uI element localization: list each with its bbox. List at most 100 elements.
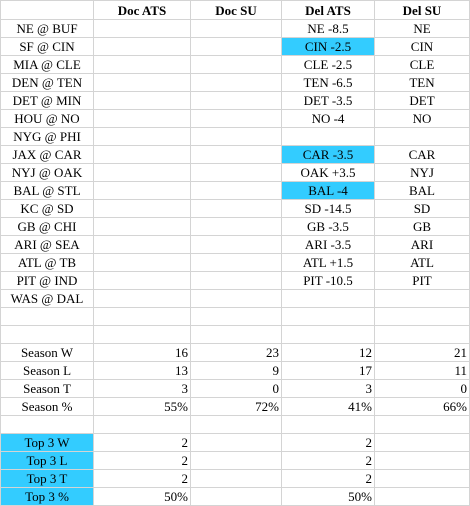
del-ats-cell[interactable]: CIN -2.5 xyxy=(281,37,375,56)
doc-su-cell[interactable] xyxy=(190,163,282,182)
del-su-cell[interactable]: ARI xyxy=(374,235,470,254)
del-ats-cell[interactable]: 12 xyxy=(281,343,375,362)
matchup-cell[interactable]: KC @ SD xyxy=(0,199,94,218)
doc-ats-cell[interactable] xyxy=(93,253,191,272)
del-su-cell[interactable]: NYJ xyxy=(374,163,470,182)
empty-cell[interactable] xyxy=(93,307,191,326)
header-cell-doc-ats[interactable]: Doc ATS xyxy=(93,0,191,20)
doc-su-cell[interactable] xyxy=(190,451,282,470)
del-ats-cell[interactable]: 2 xyxy=(281,433,375,452)
del-ats-cell[interactable]: DET -3.5 xyxy=(281,91,375,110)
del-ats-cell[interactable]: BAL -4 xyxy=(281,181,375,200)
del-su-cell[interactable]: TEN xyxy=(374,73,470,92)
del-ats-cell[interactable]: PIT -10.5 xyxy=(281,271,375,290)
empty-cell[interactable] xyxy=(0,415,94,434)
del-ats-cell[interactable]: SD -14.5 xyxy=(281,199,375,218)
del-ats-cell[interactable]: GB -3.5 xyxy=(281,217,375,236)
doc-su-cell[interactable] xyxy=(190,487,282,506)
del-ats-cell[interactable]: ATL +1.5 xyxy=(281,253,375,272)
header-cell-del-su[interactable]: Del SU xyxy=(374,0,470,20)
matchup-cell[interactable]: WAS @ DAL xyxy=(0,289,94,308)
doc-su-cell[interactable] xyxy=(190,55,282,74)
del-ats-cell[interactable]: CAR -3.5 xyxy=(281,145,375,164)
matchup-cell[interactable]: DEN @ TEN xyxy=(0,73,94,92)
doc-ats-cell[interactable]: 13 xyxy=(93,361,191,380)
doc-su-cell[interactable]: 72% xyxy=(190,397,282,416)
doc-su-cell[interactable] xyxy=(190,37,282,56)
matchup-cell[interactable]: JAX @ CAR xyxy=(0,145,94,164)
empty-cell[interactable] xyxy=(374,307,470,326)
header-cell-corner[interactable] xyxy=(0,0,94,20)
empty-cell[interactable] xyxy=(374,325,470,344)
del-su-cell[interactable]: CAR xyxy=(374,145,470,164)
matchup-cell[interactable]: SF @ CIN xyxy=(0,37,94,56)
doc-su-cell[interactable] xyxy=(190,199,282,218)
doc-su-cell[interactable]: 9 xyxy=(190,361,282,380)
del-ats-cell[interactable]: NE -8.5 xyxy=(281,19,375,38)
del-su-cell[interactable]: ATL xyxy=(374,253,470,272)
header-cell-doc-su[interactable]: Doc SU xyxy=(190,0,282,20)
matchup-cell[interactable]: NYJ @ OAK xyxy=(0,163,94,182)
del-ats-cell[interactable]: 41% xyxy=(281,397,375,416)
empty-cell[interactable] xyxy=(190,307,282,326)
del-ats-cell[interactable]: NO -4 xyxy=(281,109,375,128)
del-su-cell[interactable]: BAL xyxy=(374,181,470,200)
doc-su-cell[interactable] xyxy=(190,253,282,272)
del-su-cell[interactable]: NE xyxy=(374,19,470,38)
doc-su-cell[interactable] xyxy=(190,145,282,164)
season-label-cell[interactable]: Season W xyxy=(0,343,94,362)
doc-ats-cell[interactable] xyxy=(93,73,191,92)
top3-label-cell[interactable]: Top 3 T xyxy=(0,469,94,488)
del-su-cell[interactable]: GB xyxy=(374,217,470,236)
del-su-cell[interactable]: 66% xyxy=(374,397,470,416)
doc-ats-cell[interactable] xyxy=(93,91,191,110)
matchup-cell[interactable]: PIT @ IND xyxy=(0,271,94,290)
doc-ats-cell[interactable] xyxy=(93,271,191,290)
matchup-cell[interactable]: MIA @ CLE xyxy=(0,55,94,74)
doc-ats-cell[interactable] xyxy=(93,109,191,128)
doc-su-cell[interactable] xyxy=(190,235,282,254)
del-su-cell[interactable]: 21 xyxy=(374,343,470,362)
matchup-cell[interactable]: HOU @ NO xyxy=(0,109,94,128)
matchup-cell[interactable]: ATL @ TB xyxy=(0,253,94,272)
empty-cell[interactable] xyxy=(93,325,191,344)
doc-ats-cell[interactable]: 16 xyxy=(93,343,191,362)
doc-ats-cell[interactable] xyxy=(93,145,191,164)
del-ats-cell[interactable] xyxy=(281,289,375,308)
doc-su-cell[interactable] xyxy=(190,73,282,92)
matchup-cell[interactable]: DET @ MIN xyxy=(0,91,94,110)
del-su-cell[interactable]: CLE xyxy=(374,55,470,74)
doc-su-cell[interactable] xyxy=(190,271,282,290)
empty-cell[interactable] xyxy=(374,415,470,434)
doc-su-cell[interactable] xyxy=(190,217,282,236)
del-su-cell[interactable] xyxy=(374,289,470,308)
del-ats-cell[interactable]: 3 xyxy=(281,379,375,398)
doc-ats-cell[interactable] xyxy=(93,37,191,56)
del-ats-cell[interactable]: ARI -3.5 xyxy=(281,235,375,254)
doc-ats-cell[interactable]: 2 xyxy=(93,469,191,488)
season-label-cell[interactable]: Season % xyxy=(0,397,94,416)
doc-ats-cell[interactable] xyxy=(93,55,191,74)
doc-ats-cell[interactable] xyxy=(93,217,191,236)
del-su-cell[interactable] xyxy=(374,433,470,452)
doc-su-cell[interactable] xyxy=(190,109,282,128)
doc-ats-cell[interactable] xyxy=(93,199,191,218)
doc-ats-cell[interactable]: 55% xyxy=(93,397,191,416)
del-su-cell[interactable] xyxy=(374,451,470,470)
del-su-cell[interactable]: NO xyxy=(374,109,470,128)
top3-label-cell[interactable]: Top 3 W xyxy=(0,433,94,452)
season-label-cell[interactable]: Season T xyxy=(0,379,94,398)
empty-cell[interactable] xyxy=(281,325,375,344)
del-su-cell[interactable]: 11 xyxy=(374,361,470,380)
del-ats-cell[interactable]: 17 xyxy=(281,361,375,380)
del-su-cell[interactable]: SD xyxy=(374,199,470,218)
doc-su-cell[interactable] xyxy=(190,19,282,38)
doc-su-cell[interactable] xyxy=(190,181,282,200)
doc-su-cell[interactable] xyxy=(190,469,282,488)
doc-ats-cell[interactable] xyxy=(93,181,191,200)
doc-ats-cell[interactable]: 3 xyxy=(93,379,191,398)
del-su-cell[interactable] xyxy=(374,487,470,506)
empty-cell[interactable] xyxy=(281,415,375,434)
del-ats-cell[interactable] xyxy=(281,127,375,146)
matchup-cell[interactable]: NE @ BUF xyxy=(0,19,94,38)
